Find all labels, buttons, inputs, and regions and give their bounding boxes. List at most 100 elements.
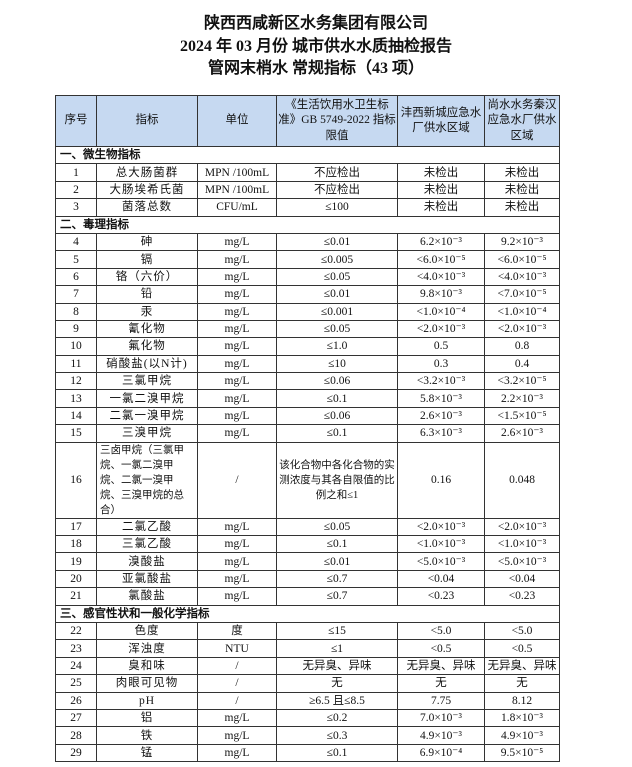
fengxi-value: 6.3×10⁻³ [397, 424, 485, 443]
limit-value: 不应检出 [276, 163, 398, 182]
limit-value: ≤15 [276, 621, 398, 641]
limit-value: ≤1 [276, 639, 398, 658]
report-subtitle: 管网末梢水 常规指标（43 项） [207, 60, 424, 77]
table-row: 24 臭和味 / 无异臭、异味 无异臭、异味 无异臭、异味 [55, 656, 560, 676]
indicator-name: 铁 [96, 726, 198, 745]
table-row: 20 亚氯酸盐 mg/L ≤0.7 <0.04 <0.04 [55, 569, 560, 589]
row-index: 15 [55, 424, 97, 443]
unit: MPN /100mL [197, 180, 277, 200]
indicator-name: 氯酸盐 [96, 587, 198, 606]
unit: mg/L [197, 535, 277, 554]
header-index: 序号 [55, 95, 97, 147]
indicator-name: 三溴甲烷 [96, 424, 198, 443]
row-index: 6 [55, 267, 97, 287]
fengxi-value: 未检出 [397, 163, 485, 182]
indicator-name: 总大肠菌群 [96, 163, 198, 182]
row-index: 19 [55, 552, 97, 571]
row-index: 21 [55, 587, 97, 606]
limit-value: ≤0.06 [276, 406, 398, 426]
table-row: 9 氰化物 mg/L ≤0.05 <2.0×10⁻³ <2.0×10⁻³ [55, 319, 560, 339]
row-index: 3 [55, 198, 97, 217]
row-index: 2 [55, 180, 97, 200]
limit-value: ≤0.001 [276, 302, 398, 321]
header-region-qinhan: 尚水水务秦汉应急水厂供水区域 [484, 95, 560, 147]
indicator-name: 氟化物 [96, 337, 198, 356]
table-row: 5 镉 mg/L ≤0.005 <6.0×10⁻⁵ <6.0×10⁻⁵ [55, 250, 560, 269]
table-row: 19 溴酸盐 mg/L ≤0.01 <5.0×10⁻³ <5.0×10⁻³ [55, 552, 560, 571]
section-row: 二、毒理指标 [55, 215, 560, 234]
table-row: 22 色度度 ≤15 <5.0 <5.0 [55, 621, 560, 641]
indicator-name: 铝 [96, 708, 198, 728]
indicator-name: 色度 [96, 621, 198, 641]
limit-value: ≤0.06 [276, 372, 398, 391]
qinhan-value: <6.0×10⁻⁵ [484, 250, 560, 269]
row-index: 9 [55, 319, 97, 339]
fengxi-value: <2.0×10⁻³ [397, 319, 485, 339]
table-row: 6 铬（六价） mg/L ≤0.05 <4.0×10⁻³ <4.0×10⁻³ [55, 267, 560, 287]
unit: / [197, 441, 277, 519]
company-title: 陕西西咸新区水务集团有限公司 [203, 15, 428, 32]
qinhan-value: 未检出 [484, 180, 560, 200]
fengxi-value: 4.9×10⁻³ [397, 726, 485, 745]
fengxi-value: 7.75 [397, 691, 485, 710]
unit: NTU [197, 639, 277, 658]
table-row: 3 菌落总数 CFU/mL ≤100 未检出 未检出 [55, 198, 560, 217]
qinhan-value: <5.0×10⁻³ [484, 552, 560, 571]
unit: mg/L [197, 267, 277, 287]
indicator-name: 菌落总数 [96, 198, 198, 217]
limit-value: ≤0.01 [276, 285, 398, 304]
table-row: 27 铝 mg/L ≤0.2 7.0×10⁻³ 1.8×10⁻³ [55, 708, 560, 728]
fengxi-value: <4.0×10⁻³ [397, 267, 485, 287]
indicator-name: 亚氯酸盐 [96, 569, 198, 589]
row-index: 17 [55, 517, 97, 537]
indicator-name: 二氯乙酸 [96, 517, 198, 537]
row-index: 7 [55, 285, 97, 304]
unit: / [197, 674, 277, 693]
unit: mg/L [197, 354, 277, 374]
fengxi-value: <2.0×10⁻³ [397, 517, 485, 537]
unit: MPN /100mL [197, 163, 277, 182]
fengxi-value: <5.0 [397, 621, 485, 641]
qinhan-value: 2.2×10⁻³ [484, 389, 560, 408]
fengxi-value: 无 [397, 674, 485, 693]
fengxi-value: 未检出 [397, 180, 485, 200]
table-row: 10 氟化物 mg/L ≤1.0 0.5 0.8 [55, 337, 560, 356]
qinhan-value: 未检出 [484, 163, 560, 182]
limit-value: 无 [276, 674, 398, 693]
fengxi-value: <1.0×10⁻³ [397, 535, 485, 554]
fengxi-value: <0.04 [397, 569, 485, 589]
indicator-name: 大肠埃希氏菌 [96, 180, 198, 200]
row-index: 1 [55, 163, 97, 182]
fengxi-value: <5.0×10⁻³ [397, 552, 485, 571]
unit: mg/L [197, 250, 277, 269]
table-row: 12 三氯甲烷 mg/L ≤0.06 <3.2×10⁻³ <3.2×10⁻⁵ [55, 372, 560, 391]
table-row: 14 二氯一溴甲烷 mg/L ≤0.06 2.6×10⁻³ <1.5×10⁻⁵ [55, 406, 560, 426]
header-indicator: 指标 [96, 95, 198, 147]
row-index: 26 [55, 691, 97, 710]
fengxi-value: 0.16 [397, 441, 485, 519]
qinhan-value: 无 [484, 674, 560, 693]
limit-value: ≤10 [276, 354, 398, 374]
unit: mg/L [197, 285, 277, 304]
row-index: 20 [55, 569, 97, 589]
indicator-name: 铅 [96, 285, 198, 304]
fengxi-value: 5.8×10⁻³ [397, 389, 485, 408]
unit: mg/L [197, 708, 277, 728]
unit: mg/L [197, 587, 277, 606]
row-index: 23 [55, 639, 97, 658]
table-row: 18 三氯乙酸 mg/L ≤0.1 <1.0×10⁻³ <1.0×10⁻³ [55, 535, 560, 554]
qinhan-value: <4.0×10⁻³ [484, 267, 560, 287]
unit: / [197, 691, 277, 710]
unit: mg/L [197, 743, 277, 763]
indicator-name: 汞 [96, 302, 198, 321]
indicator-name: 三氯甲烷 [96, 372, 198, 391]
indicator-name: 三氯乙酸 [96, 535, 198, 554]
limit-value: ≤0.1 [276, 743, 398, 763]
fengxi-value: 未检出 [397, 198, 485, 217]
limit-value: ≤0.01 [276, 232, 398, 252]
table-row: 29 锰 mg/L ≤0.1 6.9×10⁻⁴ 9.5×10⁻⁵ [55, 743, 560, 763]
table-row: 17 二氯乙酸 mg/L ≤0.05 <2.0×10⁻³ <2.0×10⁻³ [55, 517, 560, 537]
unit: 度 [197, 621, 277, 641]
qinhan-value: 9.2×10⁻³ [484, 232, 560, 252]
unit: mg/L [197, 389, 277, 408]
